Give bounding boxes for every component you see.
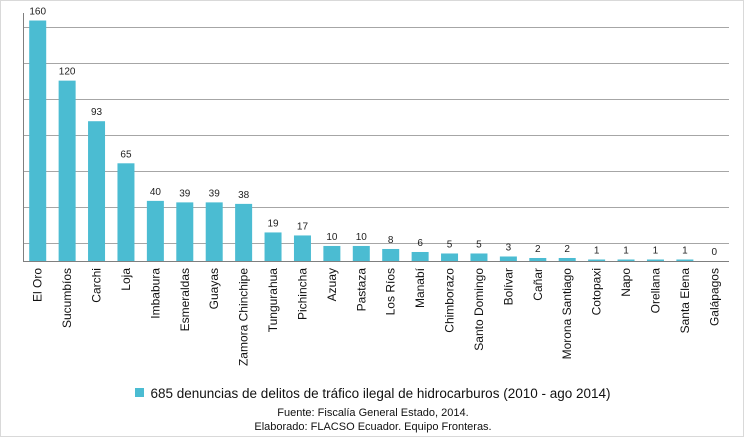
data-label: 120 <box>59 67 76 78</box>
bar <box>499 256 517 261</box>
data-label: 5 <box>476 239 482 250</box>
category-label: Pichincha <box>295 268 309 320</box>
category-label: Galápagos <box>707 268 721 326</box>
category-label: Manabí <box>413 267 427 308</box>
category-label: Zamora Chinchipe <box>237 268 251 366</box>
bar <box>264 232 282 261</box>
data-label: 93 <box>91 107 103 118</box>
data-label: 38 <box>238 190 250 201</box>
data-label: 65 <box>120 149 132 160</box>
category-label: Cañar <box>531 268 545 301</box>
source-note: Fuente: Fiscalía General Estado, 2014. <box>277 407 469 419</box>
category-label: Chimborazo <box>443 268 457 333</box>
bar <box>235 203 253 261</box>
bar <box>29 20 47 261</box>
bar <box>176 202 194 261</box>
category-label: Cotopaxi <box>590 268 604 315</box>
category-label: Guayas <box>207 268 221 309</box>
data-label: 0 <box>712 247 718 258</box>
data-label: 39 <box>179 188 191 199</box>
category-label: Loja <box>119 268 133 291</box>
bar <box>676 259 694 261</box>
category-label: Esmeraldas <box>178 268 192 331</box>
data-label: 5 <box>447 239 453 250</box>
bar <box>146 200 164 261</box>
category-label: Los Ríos <box>384 268 398 315</box>
bar <box>352 245 370 261</box>
category-label: Bolívar <box>501 268 515 305</box>
data-label: 1 <box>653 245 659 256</box>
bar <box>588 259 606 261</box>
category-label: El Oro <box>31 268 45 302</box>
bar <box>470 253 488 261</box>
category-label: Carchi <box>90 268 104 303</box>
data-label: 1 <box>623 245 629 256</box>
data-label: 1 <box>682 245 688 256</box>
legend-swatch <box>135 388 145 397</box>
category-label: Morona Santiago <box>560 268 574 360</box>
category-label: Orellana <box>648 268 662 314</box>
bar <box>529 257 547 261</box>
category-label: Sucumbíos <box>60 268 74 328</box>
data-label: 10 <box>326 232 338 243</box>
data-label: 39 <box>209 188 221 199</box>
legend-label: 685 denuncias de delitos de tráfico ileg… <box>150 386 611 401</box>
data-label: 3 <box>506 242 512 253</box>
bar <box>58 80 76 262</box>
category-label: Napo <box>619 268 633 297</box>
data-label: 17 <box>297 221 309 232</box>
category-label: Santo Domingo <box>472 268 486 351</box>
data-label: 40 <box>150 187 162 198</box>
category-label: Azuay <box>325 268 339 301</box>
bar <box>323 245 341 261</box>
data-label: 2 <box>564 244 570 255</box>
bar <box>558 257 576 261</box>
bar <box>88 121 106 261</box>
bar <box>205 202 223 261</box>
bar <box>293 235 311 261</box>
data-label: 2 <box>535 244 541 255</box>
data-label: 1 <box>594 245 600 256</box>
bar <box>382 248 400 261</box>
bar <box>617 259 635 261</box>
legend: 685 denuncias de delitos de tráfico ileg… <box>1 386 744 401</box>
category-label: Pastaza <box>354 268 368 312</box>
data-label: 6 <box>417 238 423 249</box>
data-label: 19 <box>267 218 279 229</box>
bar <box>411 251 429 261</box>
bar <box>646 259 664 261</box>
data-label: 160 <box>29 7 46 18</box>
data-label: 10 <box>356 232 368 243</box>
data-label: 8 <box>388 235 394 246</box>
category-label: Imbabura <box>148 268 162 319</box>
category-label: Santa Elena <box>678 268 692 334</box>
credit-note: Elaborado: FLACSO Ecuador. Equipo Fronte… <box>254 421 492 433</box>
bar <box>441 253 459 261</box>
bar <box>117 163 135 261</box>
category-label: Tungurahua <box>266 268 280 333</box>
